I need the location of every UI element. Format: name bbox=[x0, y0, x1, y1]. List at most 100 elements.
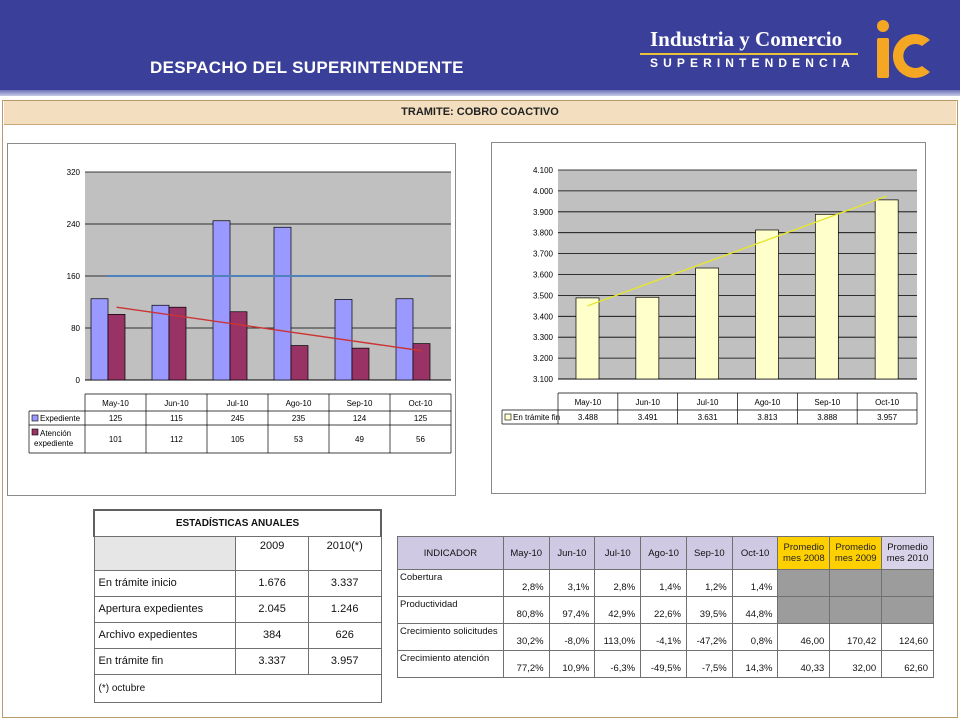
bar-primary bbox=[151, 304, 170, 381]
bar-secondary bbox=[412, 343, 431, 381]
bar-secondary bbox=[351, 347, 370, 381]
data-label: 125 bbox=[414, 414, 428, 423]
legend-key bbox=[504, 413, 512, 421]
y-tick-label: 80 bbox=[71, 324, 80, 333]
x-tick-label: May-10 bbox=[575, 398, 602, 407]
annual-stats-table: ESTADÍSTICAS ANUALES 2009 2010(*) En trá… bbox=[93, 509, 382, 703]
table-cell: 62,60 bbox=[881, 650, 934, 678]
data-label: 125 bbox=[109, 414, 123, 423]
indicator-header: INDICADOR bbox=[397, 536, 504, 570]
legend-key bbox=[31, 428, 39, 436]
data-label: 124 bbox=[353, 414, 367, 423]
legend-label: Atención bbox=[40, 429, 71, 438]
table-cell-empty bbox=[829, 596, 883, 624]
table-cell: 42,9% bbox=[594, 596, 642, 624]
table-cell: -6,3% bbox=[594, 650, 642, 678]
data-label: 3.888 bbox=[817, 413, 838, 422]
table-cell: 384 bbox=[235, 621, 309, 649]
table-row: Cobertura 2,8% 3,1% 2,8% 1,4% 1,2% 1,4% bbox=[397, 569, 934, 597]
row-label: Archivo expedientes bbox=[93, 621, 237, 649]
avg-header-2009: Promedio mes 2009 bbox=[829, 536, 883, 570]
x-tick-label: Sep-10 bbox=[347, 399, 373, 408]
chart-tramite-fin: 3.100 3.200 3.300 3.400 3.500 3.600 3.700 3.800… bbox=[501, 166, 918, 425]
table-cell: -7,5% bbox=[685, 650, 733, 678]
data-label: 49 bbox=[355, 435, 364, 444]
bar-primary bbox=[575, 297, 600, 380]
month-header: Oct-10 bbox=[731, 536, 779, 570]
table-cell: 1.246 bbox=[307, 595, 382, 623]
table-cell: 2,8% bbox=[594, 569, 642, 597]
month-header: Jun-10 bbox=[548, 536, 596, 570]
table-cell-empty bbox=[881, 596, 934, 624]
sic-logo-icon bbox=[877, 20, 930, 78]
bar-primary bbox=[695, 267, 720, 380]
table-cell: 14,3% bbox=[731, 650, 779, 678]
table-row: Productividad 80,8% 97,4% 42,9% 22,6% 39… bbox=[397, 596, 934, 624]
table-row: En trámite fin 3.337 3.957 bbox=[93, 647, 382, 675]
table-cell: 80,8% bbox=[502, 596, 550, 624]
x-tick-label: Ago-10 bbox=[286, 399, 312, 408]
legend-label: expediente bbox=[34, 439, 74, 448]
table-cell: 40,33 bbox=[777, 650, 831, 678]
table-cell: 77,2% bbox=[502, 650, 550, 678]
y-tick-label: 3.300 bbox=[533, 333, 554, 342]
data-label: 115 bbox=[170, 414, 183, 423]
x-tick-label: May-10 bbox=[102, 399, 129, 408]
section-title: TRAMITE: COBRO COACTIVO bbox=[401, 106, 559, 118]
table-cell: -47,2% bbox=[685, 623, 733, 651]
x-tick-label: Jun-10 bbox=[164, 399, 189, 408]
table-cell-empty bbox=[881, 569, 934, 597]
legend-key bbox=[31, 414, 39, 422]
annual-stats-title: ESTADÍSTICAS ANUALES bbox=[93, 509, 382, 537]
table-cell-empty bbox=[777, 596, 831, 624]
chart-expedientes: 0 80 160 240 320 May-10 Jun-10 Jul-10 Ago-10 Sep-… bbox=[28, 168, 452, 454]
x-tick-label: Jul-10 bbox=[227, 399, 249, 408]
bar-primary bbox=[635, 296, 660, 380]
x-tick-label: Oct-10 bbox=[408, 399, 433, 408]
y-tick-label: 4.100 bbox=[533, 166, 554, 175]
bar-primary bbox=[874, 199, 899, 380]
x-tick-label: Ago-10 bbox=[755, 398, 781, 407]
avg-header-2010: Promedio mes 2010 bbox=[881, 536, 934, 570]
data-label: 245 bbox=[231, 414, 245, 423]
legend-label: Expediente bbox=[40, 414, 81, 423]
x-tick-label: Sep-10 bbox=[814, 398, 840, 407]
bar-secondary bbox=[107, 314, 126, 381]
table-row: Apertura expedientes 2.045 1.246 bbox=[93, 595, 382, 623]
table-cell: 3.337 bbox=[235, 647, 309, 675]
data-label: 112 bbox=[170, 435, 183, 444]
y-tick-label: 3.900 bbox=[533, 208, 554, 217]
bar-secondary bbox=[290, 345, 309, 381]
bar-primary bbox=[90, 298, 109, 381]
indicators-table: INDICADOR May-10 Jun-10 Jul-10 Ago-10 Se… bbox=[397, 536, 934, 678]
table-cell: 3.337 bbox=[307, 569, 382, 597]
data-label: 101 bbox=[109, 435, 123, 444]
y-tick-label: 4.000 bbox=[533, 187, 554, 196]
y-tick-label: 3.600 bbox=[533, 271, 554, 280]
avg-header-2008: Promedio mes 2008 bbox=[777, 536, 831, 570]
table-cell: 113,0% bbox=[594, 623, 642, 651]
page-title: DESPACHO DEL SUPERINTENDENTE bbox=[150, 58, 464, 77]
y-tick-label: 3.200 bbox=[533, 354, 554, 363]
table-header-cell: 2010(*) bbox=[307, 535, 382, 571]
table-cell: 2.045 bbox=[235, 595, 309, 623]
table-cell: 626 bbox=[307, 621, 382, 649]
chart-expedientes-panel: 0 80 160 240 320 May-10 Jun-10 Jul-10 Ago-10 Sep-… bbox=[7, 143, 456, 496]
table-cell: 0,8% bbox=[731, 623, 779, 651]
data-label: 3.631 bbox=[698, 413, 719, 422]
table-cell: 1,4% bbox=[731, 569, 779, 597]
data-label: 53 bbox=[294, 435, 303, 444]
y-tick-label: 3.800 bbox=[533, 229, 554, 238]
y-tick-label: 3.500 bbox=[533, 291, 554, 300]
brand-name: Industria y Comercio bbox=[650, 27, 843, 51]
table-cell: 1,2% bbox=[685, 569, 733, 597]
trendline bbox=[587, 195, 887, 307]
table-row: Archivo expedientes 384 626 bbox=[93, 621, 382, 649]
row-label: Cobertura bbox=[397, 569, 504, 597]
row-label: Crecimiento atención bbox=[397, 650, 504, 678]
brand-subtitle: SUPERINTENDENCIA bbox=[650, 56, 855, 70]
month-header: Sep-10 bbox=[685, 536, 733, 570]
y-tick-label: 320 bbox=[67, 168, 81, 177]
row-label: Crecimiento solicitudes bbox=[397, 623, 504, 651]
table-cell: 46,00 bbox=[777, 623, 831, 651]
